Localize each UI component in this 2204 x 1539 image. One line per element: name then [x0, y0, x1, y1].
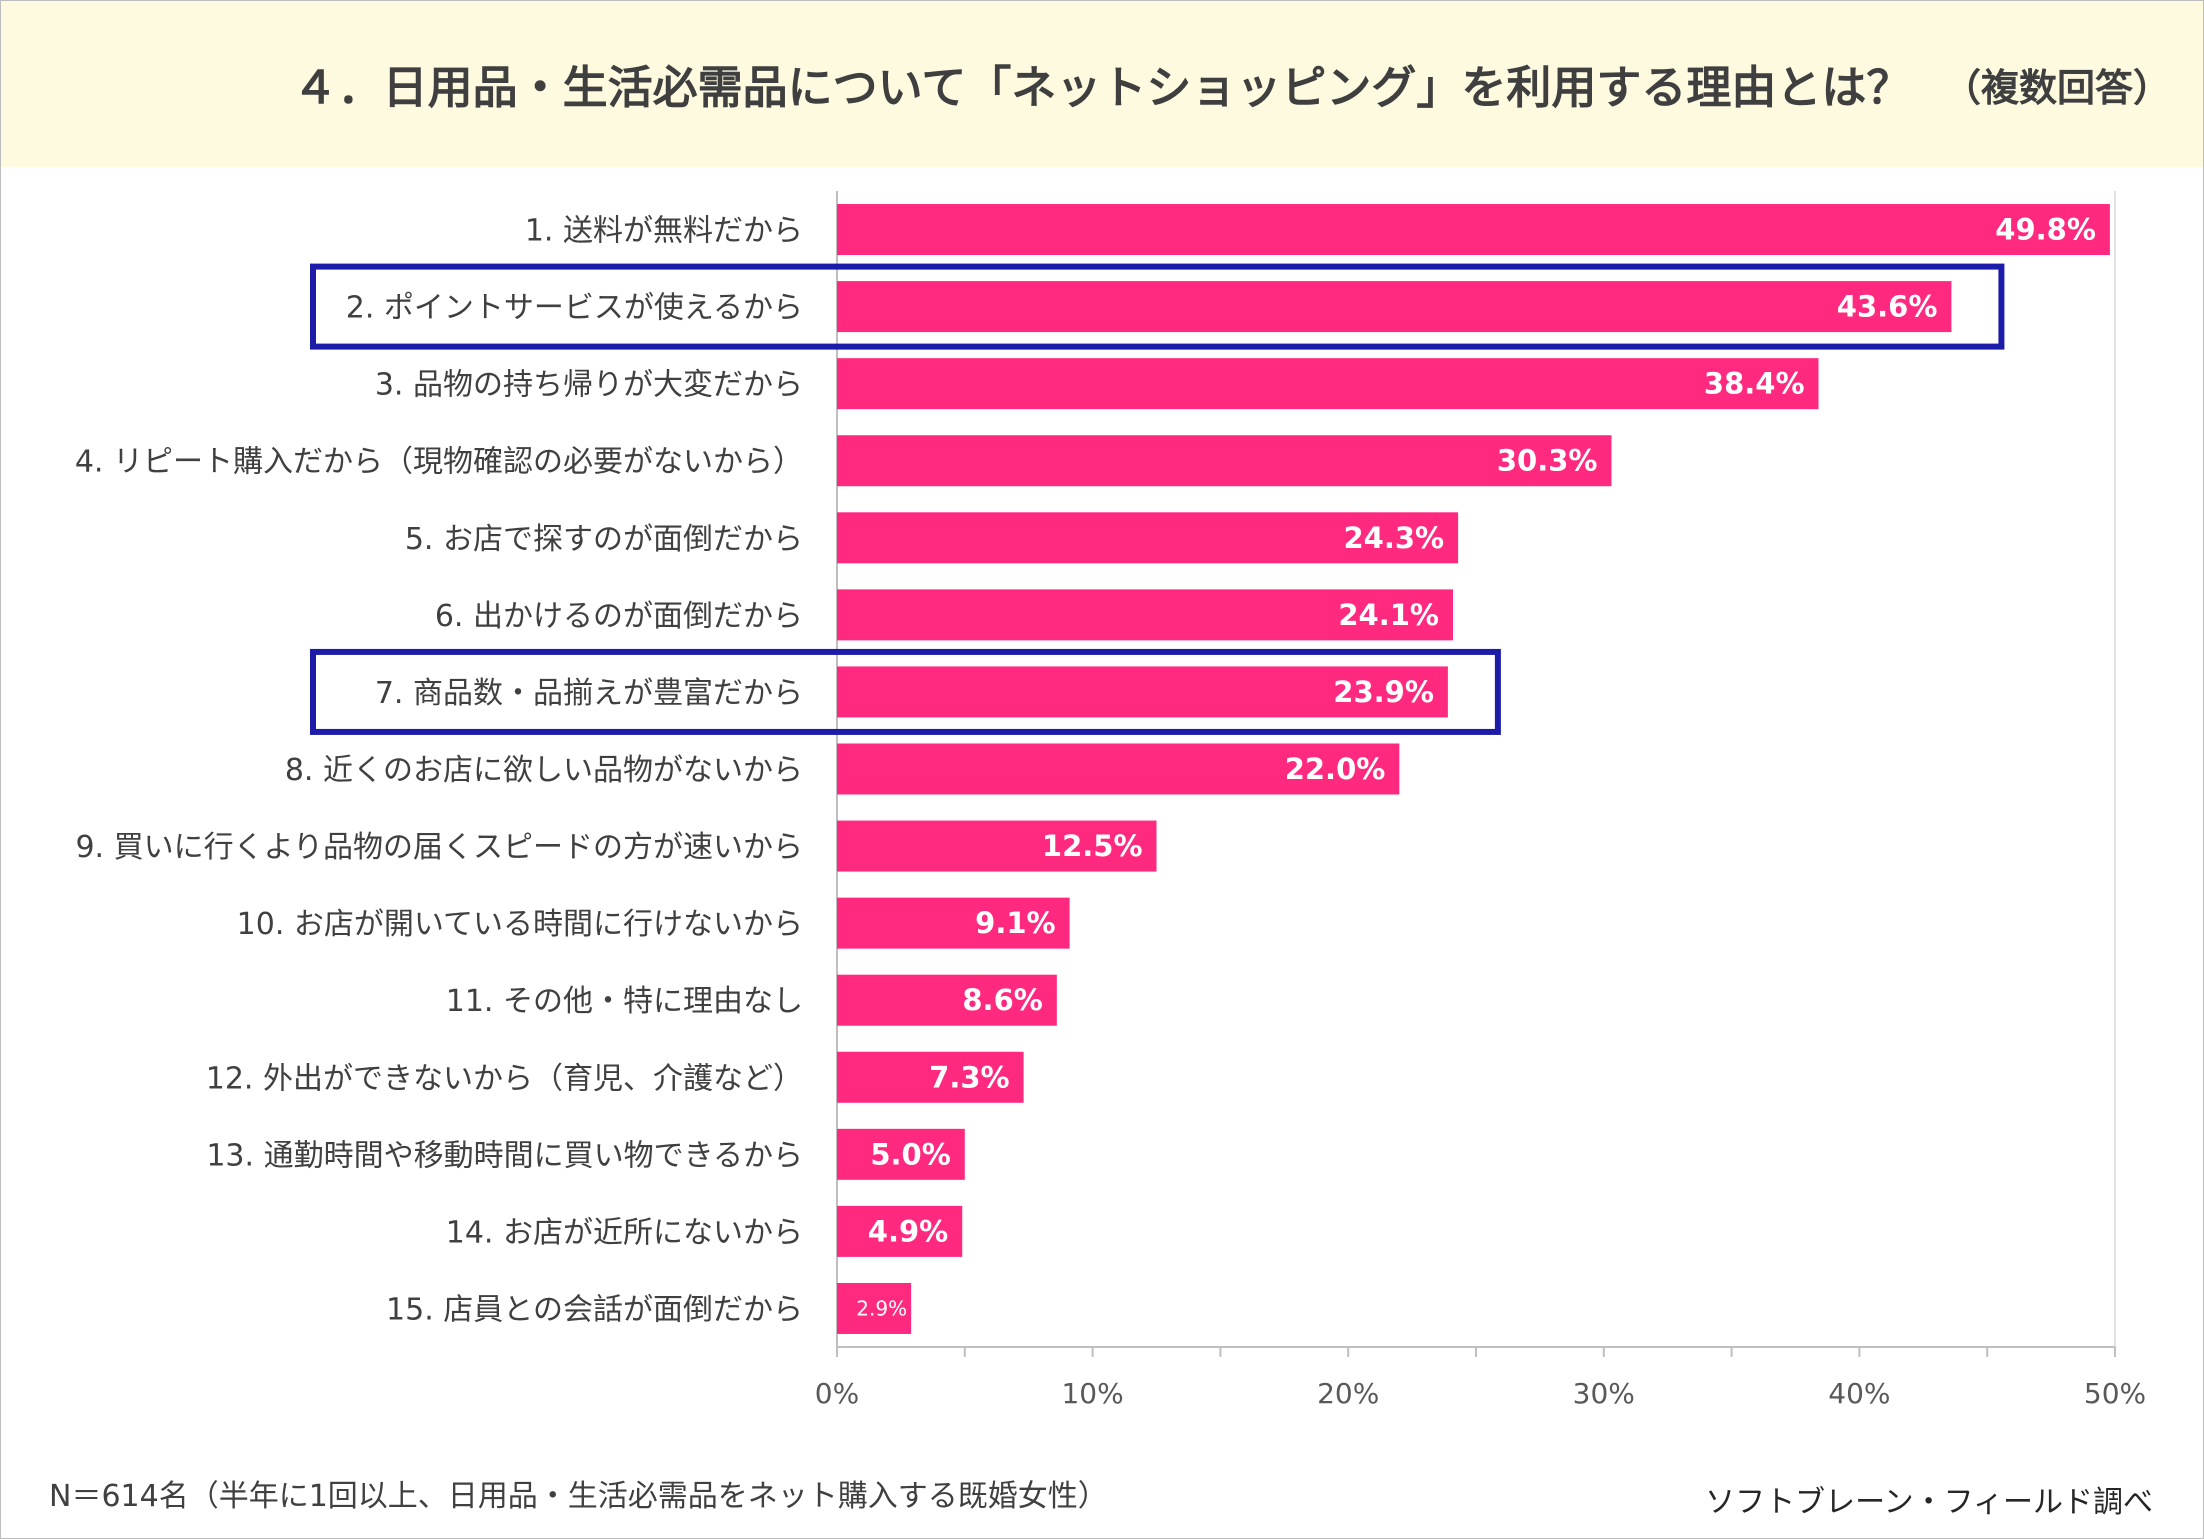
bar [837, 1282, 912, 1334]
bar [837, 820, 1157, 872]
value-label: 8.6% [962, 983, 1042, 1017]
category-label: 3. 品物の持ち帰りが大変だから [375, 368, 803, 403]
bar-chart: 1. 送料が無料だから 2. ポイントサービスが使えるから 3. 品物の持ち帰りが大… [75, 191, 2146, 1410]
category-label: 13. 通勤時間や移動時間に買い物できるから [206, 1138, 803, 1173]
category-label: 9. 買いに行くより品物の届くスピードの方が速いから [75, 830, 803, 865]
value-label: 49.8% [1995, 213, 2096, 247]
category-label: 5. お店で探すのが面倒だから [405, 522, 803, 557]
bar [837, 1128, 965, 1180]
x-tick-label: 0% [815, 1377, 859, 1410]
value-label: 12.5% [1042, 829, 1143, 863]
sample-note: N＝614名（半年に1回以上、日用品・生活必需品をネット購入する既婚女性） [49, 1479, 1108, 1514]
value-label: 30.3% [1497, 444, 1598, 478]
value-label: 43.6% [1837, 290, 1938, 324]
value-label: 4.9% [868, 1214, 948, 1248]
category-label: 4. リピート購入だから（現物確認の必要がないから） [75, 445, 803, 480]
bar [837, 358, 1819, 410]
bar [837, 974, 1057, 1026]
value-label: 5.0% [870, 1137, 950, 1171]
source-credit: ソフトブレーン・フィールド調べ [1705, 1485, 2153, 1520]
bar [837, 512, 1459, 564]
x-axis-ticks: 0% 10% 20% 30% 40% 50% [815, 1377, 2146, 1410]
chart-title: ４．日用品・生活必需品について「ネットショッピング」を利用する理由とは？ [292, 61, 1912, 114]
bar [837, 281, 1952, 333]
bar [837, 589, 1453, 641]
bars [837, 204, 2110, 1334]
category-label: 11. その他・特に理由なし [446, 984, 803, 1019]
x-tick-label: 10% [1061, 1377, 1123, 1410]
value-labels: 49.8% 43.6% 38.4% 30.3% 24.3% 24.1% 23.9% 22.0%… [856, 213, 2096, 1321]
category-label: 12. 外出ができないから（育児、介護など） [206, 1061, 803, 1096]
bar [837, 1051, 1024, 1103]
x-tick-label: 50% [2084, 1377, 2146, 1410]
bar [837, 666, 1448, 718]
value-label: 2.9% [856, 1296, 907, 1320]
category-label: 1. 送料が無料だから [525, 214, 803, 249]
category-label: 15. 店員との会話が面倒だから [386, 1292, 803, 1327]
highlight-boxes [310, 263, 2005, 735]
x-tick-label: 30% [1573, 1377, 1635, 1410]
value-label: 38.4% [1704, 367, 1805, 401]
highlight-box [310, 648, 1501, 735]
bar [837, 1205, 963, 1257]
value-label: 7.3% [929, 1060, 1009, 1094]
chart-subtitle: （複数回答） [1942, 66, 2171, 110]
category-label: 10. お店が開いている時間に行けないから [237, 907, 803, 942]
value-label: 24.1% [1338, 598, 1439, 632]
value-label: 9.1% [975, 906, 1055, 940]
bar [837, 204, 2110, 256]
category-label: 7. 商品数・品揃えが豊富だから [375, 676, 803, 711]
highlight-box [310, 263, 2005, 350]
bar [837, 897, 1070, 949]
category-labels: 1. 送料が無料だから 2. ポイントサービスが使えるから 3. 品物の持ち帰りが大… [75, 214, 803, 1328]
bar [837, 435, 1612, 487]
x-tick-label: 20% [1317, 1377, 1379, 1410]
value-label: 23.9% [1333, 675, 1434, 709]
bar [837, 743, 1400, 795]
value-label: 24.3% [1343, 521, 1444, 555]
value-label: 22.0% [1285, 752, 1386, 786]
category-label: 6. 出かけるのが面倒だから [435, 599, 803, 634]
category-label: 2. ポイントサービスが使えるから [346, 291, 803, 326]
x-tick-label: 40% [1828, 1377, 1890, 1410]
category-label: 14. お店が近所にないから [446, 1215, 803, 1250]
title-banner: ４．日用品・生活必需品について「ネットショッピング」を利用する理由とは？ （複数… [1, 1, 2203, 167]
category-label: 8. 近くのお店に欲しい品物がないから [285, 753, 803, 788]
